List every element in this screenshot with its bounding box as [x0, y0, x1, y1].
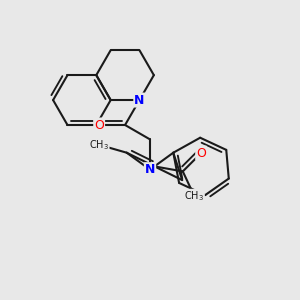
Text: CH$_3$: CH$_3$	[89, 138, 109, 152]
Text: N: N	[145, 163, 155, 176]
Text: N: N	[134, 94, 145, 106]
Text: O: O	[196, 147, 206, 160]
Text: O: O	[94, 118, 104, 131]
Text: CH$_3$: CH$_3$	[184, 189, 204, 203]
